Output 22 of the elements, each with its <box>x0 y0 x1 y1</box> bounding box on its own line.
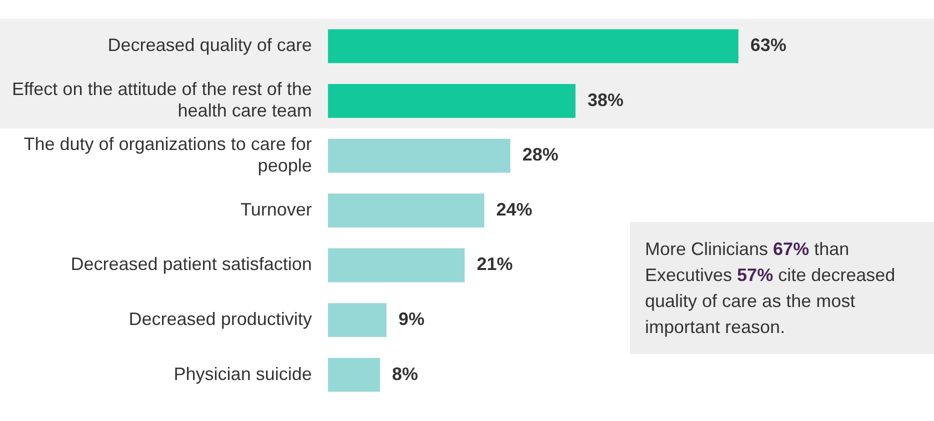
y-tick-label: Physician suicide <box>174 364 312 384</box>
bar <box>328 358 380 392</box>
y-tick-label: Decreased productivity <box>128 309 312 330</box>
y-tick-label: Turnover <box>240 199 312 220</box>
data-label: 21% <box>476 254 513 274</box>
y-tick-label: Effect on the attitude of the rest of the health care team <box>12 79 312 121</box>
y-tick-label: Decreased quality of care <box>108 35 312 56</box>
data-label: 24% <box>496 199 532 220</box>
bar <box>328 84 576 118</box>
data-label: 28% <box>522 144 558 165</box>
bar <box>328 29 738 64</box>
bar <box>328 138 510 173</box>
bar <box>328 248 465 282</box>
data-label: 8% <box>392 364 418 384</box>
data-label: 63% <box>750 35 786 56</box>
text: More Clinicians 67% than Executives 57% cite decreased quality of care as the most important reason. <box>645 239 896 337</box>
data-label: 9% <box>398 309 425 330</box>
bar <box>328 194 484 228</box>
y-tick-label: Decreased patient satisfaction <box>70 254 312 274</box>
data-label: 38% <box>587 90 624 110</box>
bar <box>328 303 387 338</box>
y-tick-label: The duty of organizations to care for people <box>24 134 312 176</box>
